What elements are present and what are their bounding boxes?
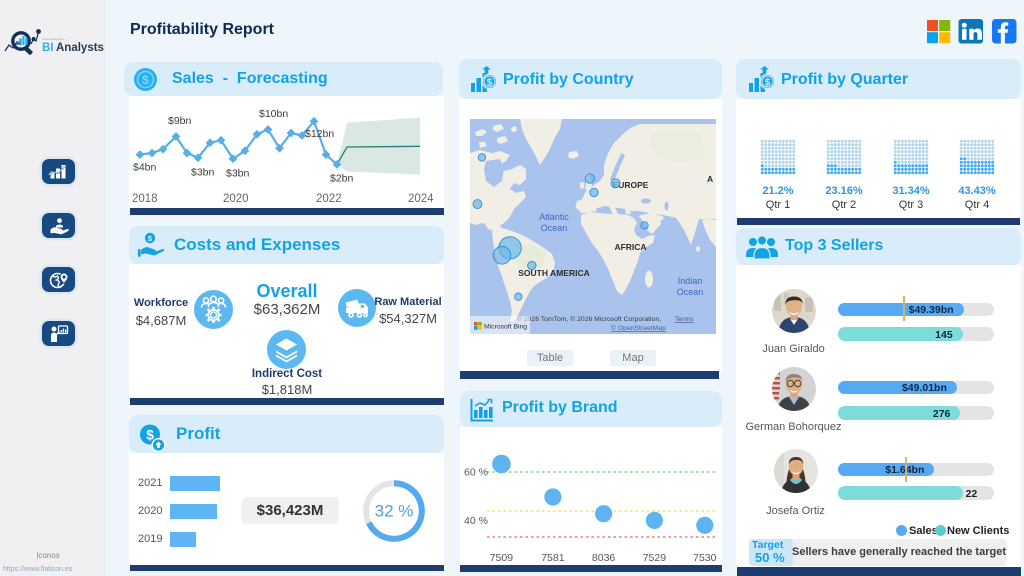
svg-text:Qtr 3: Qtr 3	[899, 199, 923, 211]
svg-text:$10bn: $10bn	[259, 108, 288, 120]
svg-text:BI: BI	[42, 42, 54, 54]
svg-text:21.2%: 21.2%	[762, 185, 793, 197]
svg-text:SOUTH AMERICA: SOUTH AMERICA	[518, 268, 589, 278]
svg-text:Indian: Indian	[678, 276, 703, 286]
svg-text:$: $	[148, 234, 153, 243]
svg-text:Microsoft Bing: Microsoft Bing	[484, 324, 527, 331]
svg-text:2018: 2018	[132, 193, 158, 205]
svg-text:8036: 8036	[592, 552, 616, 564]
svg-text:www.bianalysts.co: www.bianalysts.co	[42, 37, 65, 41]
svg-text:Qtr 2: Qtr 2	[832, 199, 856, 211]
svg-text:Terms: Terms	[675, 316, 694, 323]
svg-text:$: $	[765, 78, 771, 89]
svg-text:60 %: 60 %	[464, 467, 488, 479]
svg-text:31.34%: 31.34%	[892, 185, 930, 197]
svg-text:AFRICA: AFRICA	[614, 242, 646, 252]
svg-text:Qtr 1: Qtr 1	[766, 199, 790, 211]
svg-text:23.16%: 23.16%	[825, 185, 863, 197]
svg-text:$9bn: $9bn	[168, 115, 192, 127]
svg-text:2022: 2022	[316, 193, 342, 205]
svg-text:$12bn: $12bn	[305, 128, 334, 140]
svg-text:40 %: 40 %	[464, 515, 488, 527]
svg-text:7529: 7529	[643, 552, 667, 564]
svg-text:$2bn: $2bn	[330, 173, 354, 185]
svg-text:$4bn: $4bn	[133, 162, 157, 174]
svg-text:Analysts: Analysts	[56, 42, 104, 54]
svg-text:2020: 2020	[223, 193, 249, 205]
svg-text:43.43%: 43.43%	[958, 185, 996, 197]
svg-text:EUROPE: EUROPE	[613, 180, 649, 190]
svg-text:2024: 2024	[408, 193, 434, 205]
svg-text:© 2026 TomTom, © 2026 Microsof: © 2026 TomTom, © 2026 Microsoft Corporat…	[517, 315, 661, 323]
svg-text:Ocean: Ocean	[541, 223, 568, 233]
svg-text:7581: 7581	[541, 552, 565, 564]
svg-text:7509: 7509	[490, 552, 514, 564]
svg-text:$3bn: $3bn	[226, 168, 250, 180]
svg-text:$: $	[142, 73, 149, 87]
svg-text:$3bn: $3bn	[191, 167, 215, 179]
svg-text:Ocean: Ocean	[677, 287, 704, 297]
svg-text:Atlantic: Atlantic	[539, 212, 569, 222]
svg-text:$: $	[146, 427, 154, 443]
svg-text:32 %: 32 %	[375, 502, 414, 521]
svg-text:© OpenStreetMap: © OpenStreetMap	[611, 324, 666, 332]
svg-text:$: $	[487, 78, 493, 89]
svg-text:A: A	[707, 174, 713, 184]
svg-text:7530: 7530	[693, 552, 717, 564]
svg-text:Qtr 4: Qtr 4	[965, 199, 989, 211]
